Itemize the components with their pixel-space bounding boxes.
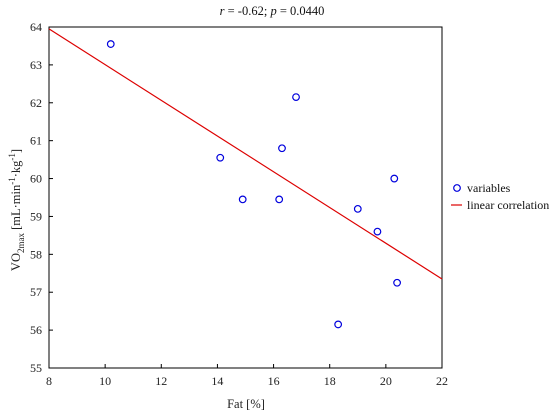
plot-frame bbox=[48, 26, 443, 369]
data-point bbox=[275, 195, 284, 204]
y-axis: 55 56 57 58 59 60 61 62 63 64 bbox=[30, 20, 53, 375]
x-tick-label: 20 bbox=[380, 374, 392, 388]
data-point bbox=[292, 93, 300, 101]
y-tick-label: 56 bbox=[30, 323, 42, 337]
data-point bbox=[238, 195, 247, 204]
data-point bbox=[216, 153, 225, 162]
x-tick-label: 18 bbox=[324, 374, 336, 388]
y-axis-label: VO2max [mL·min-1·kg-1] bbox=[7, 149, 26, 271]
y-label-part: ·kg bbox=[9, 160, 23, 177]
x-axis: 8 10 12 14 16 18 20 22 bbox=[46, 364, 448, 388]
legend-marker-circle bbox=[453, 184, 461, 192]
x-tick-label: 16 bbox=[268, 374, 280, 388]
data-point bbox=[390, 174, 399, 183]
x-axis-label: Fat [%] bbox=[227, 397, 265, 411]
data-point bbox=[334, 320, 343, 329]
title-part: p bbox=[269, 4, 276, 18]
y-tick-label: 64 bbox=[30, 20, 42, 34]
data-point bbox=[353, 204, 362, 213]
regression-line bbox=[48, 28, 443, 280]
data-point bbox=[373, 227, 382, 236]
y-label-part: 2max bbox=[16, 233, 26, 253]
y-tick-label: 55 bbox=[30, 361, 42, 375]
legend: variables linear correlation bbox=[451, 181, 549, 212]
x-tick-label: 8 bbox=[46, 374, 52, 388]
x-tick-label: 12 bbox=[155, 374, 167, 388]
x-tick-label: 22 bbox=[436, 374, 448, 388]
legend-label: variables bbox=[467, 181, 511, 195]
y-tick-label: 58 bbox=[30, 247, 42, 261]
y-label-part: -1 bbox=[7, 153, 17, 161]
data-point bbox=[393, 278, 401, 287]
data-point bbox=[106, 40, 115, 48]
legend-label: linear correlation bbox=[467, 198, 549, 212]
y-tick-label: 61 bbox=[30, 134, 42, 148]
y-label-part: ] bbox=[9, 149, 23, 153]
chart-title: r = -0.62; p = 0.0440 bbox=[220, 4, 325, 18]
y-label-part: [mL·min bbox=[9, 184, 23, 233]
y-tick-label: 62 bbox=[30, 96, 42, 110]
y-label-part: VO bbox=[9, 253, 23, 271]
y-label-part: -1 bbox=[7, 177, 17, 185]
data-point bbox=[278, 144, 286, 153]
x-tick-label: 10 bbox=[99, 374, 111, 388]
y-tick-label: 57 bbox=[30, 285, 42, 299]
title-part: = -0.62; bbox=[225, 4, 271, 18]
title-part: r bbox=[220, 4, 225, 18]
title-part: = 0.0440 bbox=[277, 4, 325, 18]
y-tick-label: 63 bbox=[30, 58, 42, 72]
series-layer bbox=[48, 28, 443, 329]
x-tick-label: 14 bbox=[211, 374, 223, 388]
y-tick-label: 59 bbox=[30, 209, 42, 223]
y-tick-label: 60 bbox=[30, 172, 42, 186]
